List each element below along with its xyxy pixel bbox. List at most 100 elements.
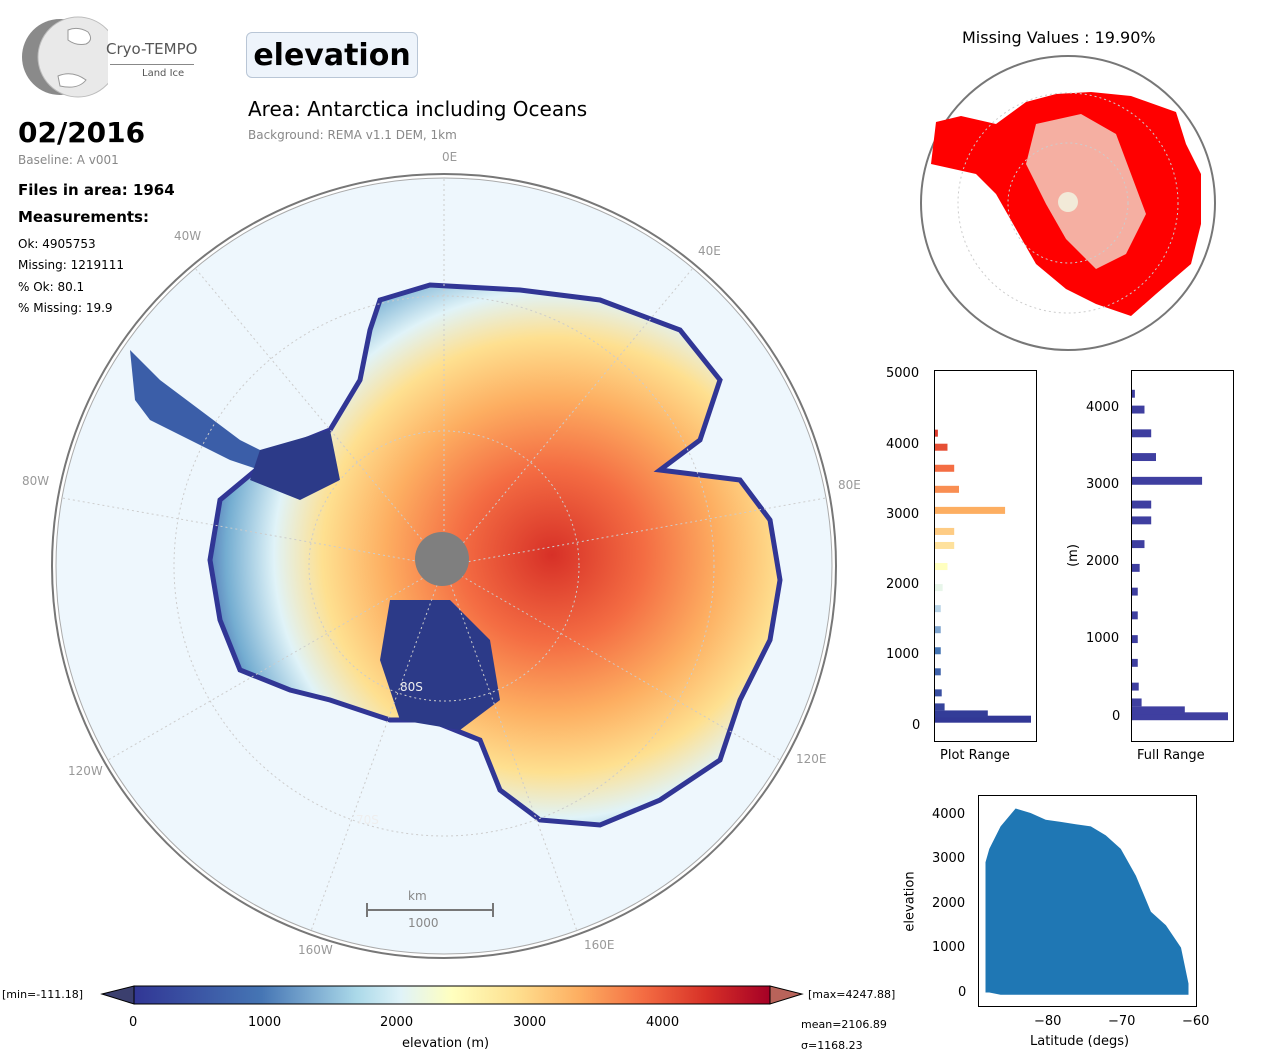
histogram-bar: [935, 464, 955, 472]
lon-label-160w: 160W: [298, 943, 333, 957]
stat-ok: Ok: 4905753: [18, 237, 96, 251]
scatter-xlabel: Latitude (degs): [1030, 1034, 1130, 1049]
hist-full-tick-1000: 1000: [1086, 631, 1120, 646]
measurements-title: Measurements:: [18, 208, 149, 226]
lon-label-80w: 80W: [22, 474, 50, 488]
colorbar-max-label: [max=4247.88]: [808, 988, 896, 1001]
hist-full-tick-4000: 4000: [1086, 400, 1120, 415]
histogram-bar: [1132, 706, 1185, 715]
date-label: 02/2016: [18, 116, 146, 149]
scale-bar-value: 1000: [408, 916, 439, 930]
colorbar-min-label: [min=-111.18]: [2, 988, 84, 1001]
pole-hole: [415, 532, 469, 586]
colorbar: [100, 985, 804, 1005]
stat-pct-missing: % Missing: 19.9: [18, 301, 113, 315]
colorbar-tick-1000: 1000: [248, 1015, 282, 1030]
stat-pct-ok: % Ok: 80.1: [18, 280, 85, 294]
logo-subtitle: Land Ice: [142, 68, 185, 79]
scatter-points: [985, 808, 1189, 995]
hist-full-tick-3000: 3000: [1086, 477, 1120, 492]
scale-bar: [366, 903, 494, 917]
histogram-bar: [1132, 635, 1138, 644]
lon-label-160e: 160E: [584, 938, 615, 952]
histogram-bar: [935, 527, 955, 535]
hist-plot-range: [934, 370, 1037, 742]
hist-full-tick-2000: 2000: [1086, 554, 1120, 569]
colorbar-min-arrow: [100, 985, 135, 1005]
histogram-bar: [935, 506, 1006, 514]
lon-label-120w: 120W: [68, 764, 103, 778]
lon-label-0e: 0E: [442, 150, 458, 164]
hist-plot-tick-4000: 4000: [886, 437, 920, 452]
colorbar-label: elevation (m): [402, 1036, 490, 1051]
histogram-bar: [1132, 682, 1139, 691]
histogram-bar: [1132, 698, 1142, 707]
files-in-area: Files in area: 1964: [18, 181, 175, 199]
scatter-ytick-3000: 3000: [932, 851, 966, 866]
scatter-xtick-60: −60: [1182, 1014, 1210, 1029]
baseline-label: Baseline: A v001: [18, 153, 119, 167]
histogram-bar: [1132, 540, 1145, 549]
scatter-xtick-70: −70: [1108, 1014, 1136, 1029]
colorbar-tick-2000: 2000: [380, 1015, 414, 1030]
map-outer-ring: [51, 173, 837, 959]
colorbar-sigma: σ=1168.23: [801, 1039, 863, 1052]
lon-label-80e: 80E: [838, 478, 861, 492]
histogram-bar: [1132, 405, 1145, 414]
missing-title: Missing Values : 19.90%: [962, 28, 1156, 47]
stat-missing: Missing: 1219111: [18, 258, 125, 272]
hist-plot-xlabel: Plot Range: [940, 748, 1010, 763]
histogram-bar: [935, 626, 941, 634]
histogram-bar: [935, 703, 945, 711]
histogram-bar: [935, 485, 959, 493]
histogram-bar: [1132, 563, 1140, 572]
lat-label-80s: 80S: [400, 680, 423, 694]
histogram-bar: [935, 668, 941, 676]
scatter-plot: [978, 795, 1197, 1007]
colorbar-tick-0: 0: [129, 1015, 138, 1030]
hist-plot-frame: [934, 370, 1037, 742]
graticule: [61, 178, 827, 932]
scatter-xtick-80: −80: [1034, 1014, 1062, 1029]
main-map: [51, 173, 837, 959]
hist-full-range: [1131, 370, 1234, 742]
histogram-bar: [1132, 476, 1203, 485]
hist-full-ylabel: (m): [1065, 544, 1081, 567]
histogram-bar: [935, 715, 1031, 723]
histogram-bar: [935, 584, 943, 592]
hist-plot-tick-5000: 5000: [886, 366, 920, 381]
colorbar-gradient: [133, 985, 771, 1005]
histogram-bar: [1132, 611, 1138, 620]
colorbar-tick-3000: 3000: [513, 1015, 547, 1030]
logo: Cryo-TEMPO Land Ice: [18, 16, 198, 98]
scatter-ylabel: elevation: [902, 871, 918, 932]
histogram-bar: [1132, 500, 1152, 509]
histogram-bar: [935, 647, 941, 655]
background-note: Background: REMA v1.1 DEM, 1km: [248, 128, 457, 142]
histogram-bar: [1132, 389, 1135, 398]
area-title: Area: Antarctica including Oceans: [248, 97, 588, 121]
histogram-bar: [935, 563, 948, 571]
colorbar-tick-4000: 4000: [646, 1015, 680, 1030]
hist-full-tick-0: 0: [1112, 709, 1121, 724]
missing-values-map: [920, 55, 1216, 351]
scatter-ytick-1000: 1000: [932, 940, 966, 955]
histogram-bar: [1132, 587, 1138, 596]
histogram-bar: [935, 541, 955, 549]
histogram-bar: [935, 689, 942, 697]
hist-plot-tick-2000: 2000: [886, 577, 920, 592]
logo-name: Cryo-TEMPO: [106, 40, 198, 58]
lon-label-120e: 120E: [796, 752, 827, 766]
logo-globe-icon: [22, 16, 119, 98]
hist-full-frame: [1131, 370, 1234, 742]
histogram-bar: [1132, 712, 1228, 721]
colorbar-max-arrow: [769, 985, 804, 1005]
hist-full-xlabel: Full Range: [1137, 748, 1205, 763]
hist-plot-tick-3000: 3000: [886, 507, 920, 522]
logo-divider: [110, 64, 194, 65]
histogram-bar: [1132, 516, 1152, 525]
lon-label-40e: 40E: [698, 244, 721, 258]
scatter-ytick-2000: 2000: [932, 896, 966, 911]
histogram-bar: [935, 710, 988, 718]
hist-plot-tick-0: 0: [912, 718, 921, 733]
